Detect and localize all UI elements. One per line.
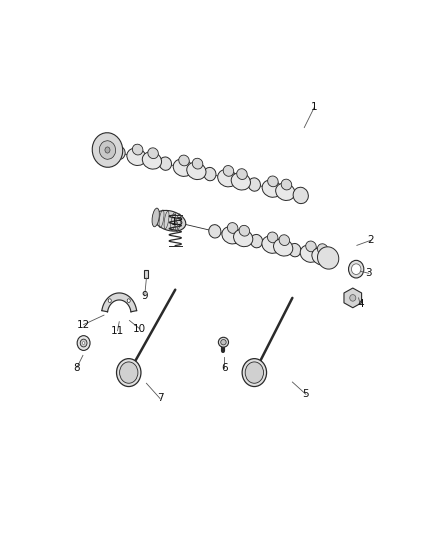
- Ellipse shape: [237, 169, 247, 180]
- Ellipse shape: [306, 241, 316, 252]
- Ellipse shape: [262, 180, 281, 197]
- Text: 4: 4: [357, 299, 364, 309]
- Text: 5: 5: [303, 389, 309, 399]
- Ellipse shape: [268, 232, 278, 243]
- Ellipse shape: [351, 264, 361, 274]
- Ellipse shape: [248, 178, 261, 191]
- Ellipse shape: [245, 362, 264, 383]
- Text: 6: 6: [221, 362, 228, 373]
- Ellipse shape: [77, 336, 90, 350]
- Ellipse shape: [251, 235, 263, 248]
- Polygon shape: [344, 288, 362, 308]
- Ellipse shape: [99, 141, 116, 159]
- Ellipse shape: [92, 133, 123, 167]
- Ellipse shape: [117, 359, 141, 386]
- Ellipse shape: [318, 244, 328, 255]
- Ellipse shape: [113, 146, 125, 159]
- Text: 11: 11: [111, 326, 124, 336]
- Text: 13: 13: [170, 217, 184, 227]
- Ellipse shape: [159, 157, 172, 171]
- Text: 10: 10: [133, 324, 146, 334]
- Text: 2: 2: [367, 236, 374, 245]
- Ellipse shape: [179, 155, 189, 166]
- Ellipse shape: [276, 183, 295, 200]
- Ellipse shape: [350, 295, 356, 301]
- Ellipse shape: [127, 299, 130, 303]
- Ellipse shape: [222, 227, 241, 244]
- Ellipse shape: [209, 224, 221, 238]
- Ellipse shape: [300, 245, 319, 262]
- Ellipse shape: [318, 247, 339, 269]
- Ellipse shape: [120, 362, 138, 383]
- Ellipse shape: [108, 299, 111, 303]
- Ellipse shape: [221, 340, 226, 345]
- Ellipse shape: [173, 159, 192, 176]
- Bar: [144, 270, 148, 278]
- Ellipse shape: [239, 225, 250, 236]
- Text: 7: 7: [157, 393, 163, 403]
- Ellipse shape: [218, 169, 237, 187]
- Ellipse shape: [349, 260, 364, 278]
- Ellipse shape: [274, 239, 293, 256]
- Ellipse shape: [152, 208, 159, 227]
- Ellipse shape: [312, 248, 331, 265]
- Ellipse shape: [279, 235, 290, 246]
- Text: 8: 8: [74, 362, 80, 373]
- Text: 12: 12: [77, 320, 90, 329]
- Ellipse shape: [142, 152, 162, 169]
- Ellipse shape: [80, 339, 87, 347]
- Ellipse shape: [262, 236, 281, 253]
- Ellipse shape: [293, 187, 308, 204]
- Ellipse shape: [223, 166, 234, 176]
- Ellipse shape: [132, 144, 143, 155]
- Ellipse shape: [187, 162, 206, 180]
- Text: 1: 1: [311, 102, 318, 112]
- Polygon shape: [102, 293, 137, 312]
- Ellipse shape: [233, 229, 253, 247]
- Ellipse shape: [204, 167, 216, 181]
- Ellipse shape: [154, 211, 186, 231]
- Text: 3: 3: [365, 268, 372, 278]
- Ellipse shape: [82, 342, 85, 344]
- Ellipse shape: [231, 173, 251, 190]
- Ellipse shape: [105, 147, 110, 153]
- Ellipse shape: [148, 148, 159, 159]
- Ellipse shape: [242, 359, 267, 386]
- Ellipse shape: [268, 176, 278, 187]
- Ellipse shape: [192, 158, 203, 169]
- Ellipse shape: [289, 244, 301, 257]
- Ellipse shape: [219, 337, 229, 347]
- Text: 9: 9: [141, 291, 148, 301]
- Ellipse shape: [227, 223, 238, 233]
- Ellipse shape: [127, 148, 146, 165]
- Ellipse shape: [281, 179, 292, 190]
